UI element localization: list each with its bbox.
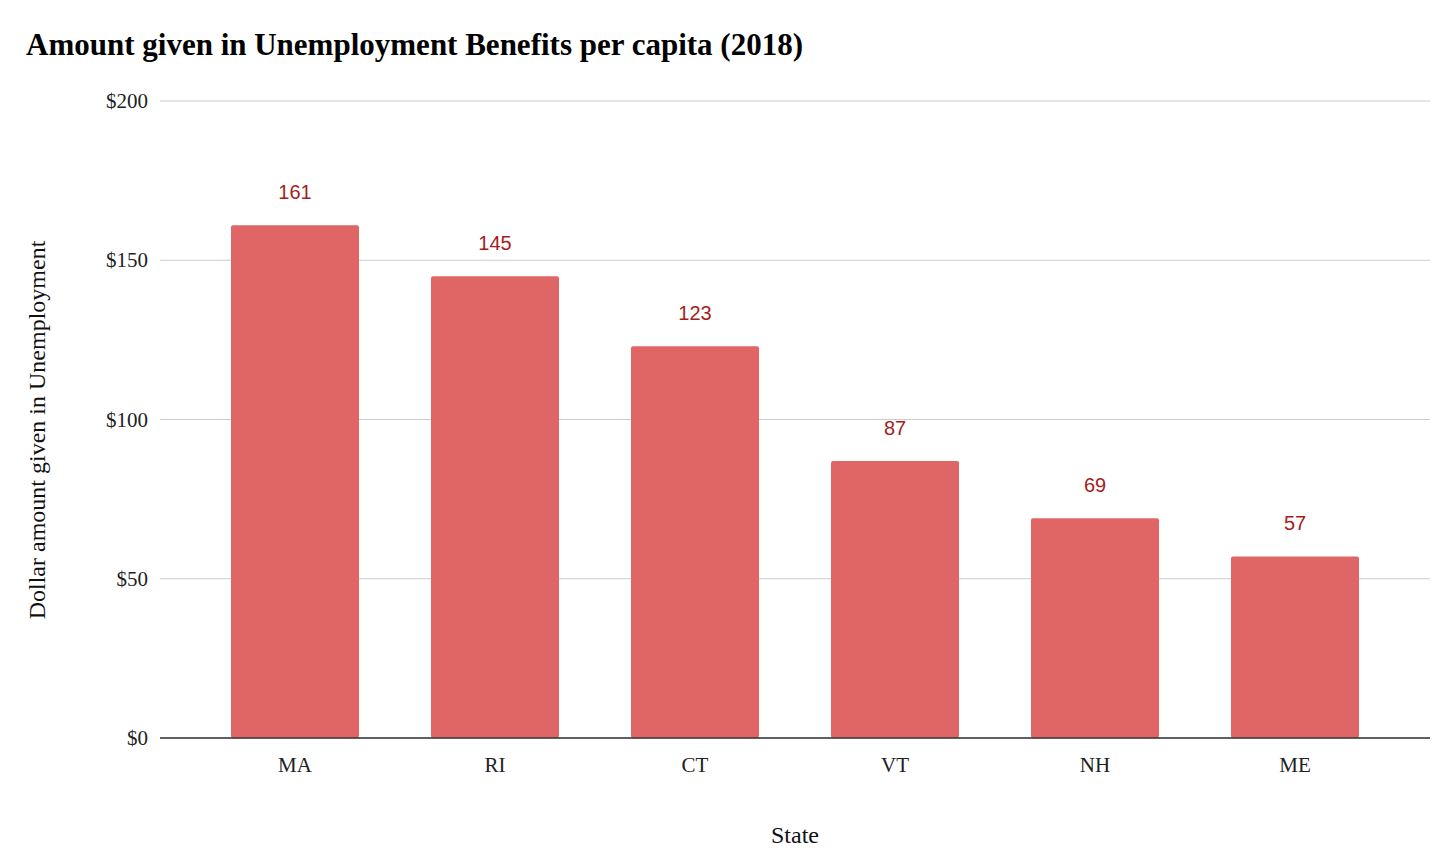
bar [631, 346, 759, 738]
x-tick-label: NH [1080, 753, 1110, 777]
grid-line [160, 101, 1430, 102]
data-labels: 161 145 123 87 69 57 [278, 181, 1306, 534]
bar [831, 461, 959, 738]
x-axis-title: State [771, 822, 819, 848]
bar [231, 225, 359, 738]
grid-line [160, 738, 1430, 739]
chart-container: Amount given in Unemployment Benefits pe… [0, 0, 1454, 862]
grid [160, 101, 1430, 738]
y-tick-label: $0 [127, 726, 148, 750]
data-label: 69 [1084, 474, 1106, 496]
x-tick-label: VT [881, 753, 909, 777]
chart-title: Amount given in Unemployment Benefits pe… [26, 27, 803, 62]
y-tick-label: $50 [117, 567, 149, 591]
y-tick-label: $100 [106, 408, 148, 432]
x-tick-label: CT [682, 753, 709, 777]
bars [231, 225, 1359, 738]
chart-svg: Amount given in Unemployment Benefits pe… [0, 0, 1454, 862]
x-tick-label: RI [485, 753, 506, 777]
bar [1231, 556, 1359, 738]
x-tick-label: ME [1279, 753, 1311, 777]
x-tick-label: MA [278, 753, 313, 777]
y-tick-label: $150 [106, 248, 148, 272]
y-axis-title: Dollar amount given in Unemployment [24, 240, 50, 619]
data-label: 87 [884, 417, 906, 439]
data-label: 123 [678, 302, 711, 324]
bar [431, 276, 559, 738]
bar [1031, 518, 1159, 738]
data-label: 57 [1284, 512, 1306, 534]
data-label: 161 [278, 181, 311, 203]
data-label: 145 [478, 232, 511, 254]
x-axis-line [160, 737, 1430, 739]
y-tick-label: $200 [106, 89, 148, 113]
